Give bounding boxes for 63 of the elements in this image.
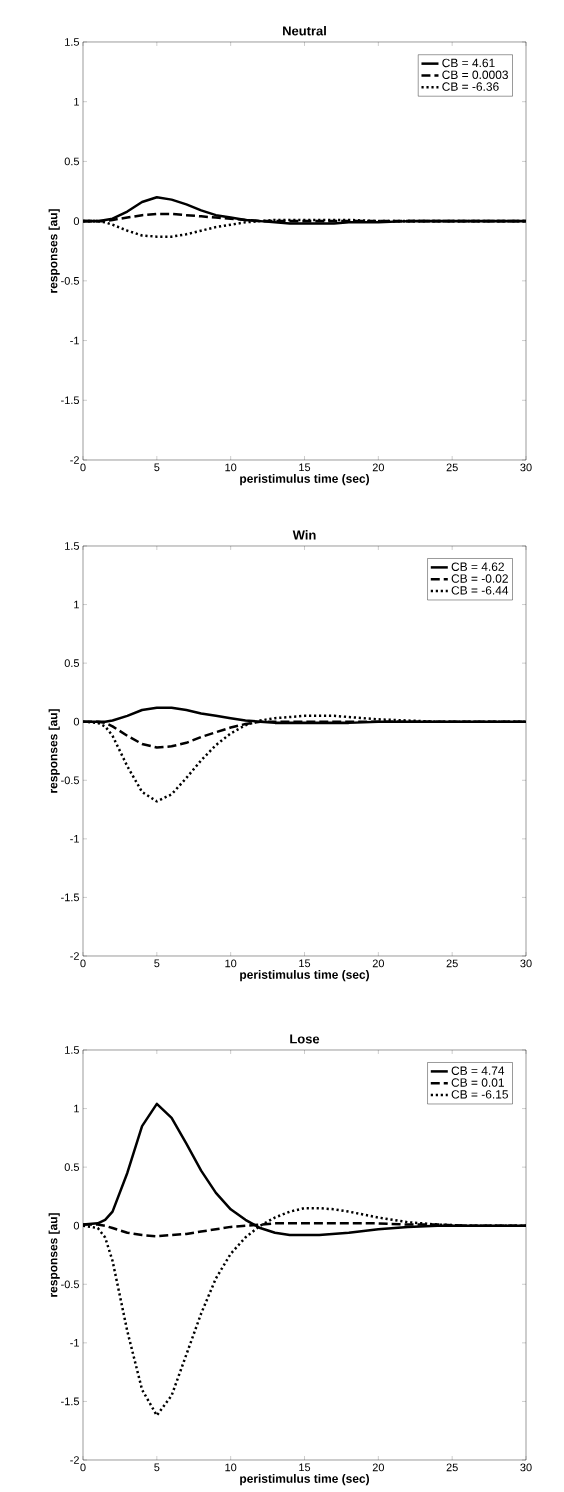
y-tick-label: -1 — [70, 336, 79, 345]
x-tick-label: 30 — [520, 1463, 532, 1472]
y-tick-label: 0.5 — [64, 659, 80, 668]
y-axis-title: responses [au] — [48, 709, 60, 793]
x-tick-label: 5 — [154, 1463, 160, 1472]
x-tick-label: 30 — [520, 463, 532, 472]
x-axis-title: peristimulus time (sec) — [240, 970, 370, 982]
x-tick-label: 25 — [446, 1463, 458, 1472]
x-axis-title: peristimulus time (sec) — [240, 474, 370, 486]
x-tick-label: 15 — [299, 1463, 311, 1472]
y-tick-label: -2 — [70, 456, 79, 464]
y-tick-label: 1 — [74, 600, 79, 609]
x-tick-label: 30 — [520, 959, 532, 968]
x-tick-label: 20 — [372, 463, 384, 472]
y-tick-label: -2 — [70, 1456, 79, 1464]
legend-label: CB = 4.74 — [451, 1066, 505, 1075]
y-axis-title: responses [au] — [48, 1213, 60, 1297]
x-tick-label: 0 — [80, 463, 86, 472]
y-tick-label: -0.5 — [61, 1280, 80, 1289]
x-tick-label: 20 — [372, 1463, 384, 1472]
y-tick-label: -0.5 — [61, 776, 80, 785]
x-tick-label: 10 — [225, 959, 237, 968]
legend-label: CB = 0.0003 — [442, 70, 508, 79]
y-tick-label: 1.5 — [65, 38, 80, 46]
x-tick-label: 20 — [372, 959, 384, 968]
y-tick-label: 0 — [73, 717, 80, 726]
y-tick-label: -0.5 — [61, 276, 80, 285]
y-tick-label: 0.5 — [64, 1163, 80, 1172]
chart-title: Win — [292, 530, 316, 540]
y-tick-label: 0.5 — [64, 157, 80, 166]
x-axis-title: peristimulus time (sec) — [240, 1474, 370, 1486]
y-tick-label: -1.5 — [61, 1397, 80, 1406]
x-tick-label: 25 — [446, 463, 458, 472]
y-tick-label: 1 — [74, 1104, 79, 1113]
y-axis-title: responses [au] — [48, 209, 60, 293]
legend-label: CB = -6.36 — [442, 82, 499, 91]
x-tick-label: 15 — [299, 463, 311, 472]
legend-label: CB = -6.44 — [451, 586, 509, 595]
chart-title: Neutral — [283, 25, 326, 36]
x-tick-label: 5 — [154, 959, 160, 968]
x-tick-label: 10 — [225, 1463, 237, 1472]
y-tick-label: -1 — [70, 835, 79, 843]
legend-label: CB = -0.02 — [451, 574, 508, 583]
x-tick-label: 25 — [446, 959, 458, 968]
y-tick-label: -1 — [70, 1339, 79, 1347]
x-tick-label: 10 — [225, 463, 237, 472]
y-tick-label: -1.5 — [61, 396, 80, 405]
y-tick-label: 1 — [74, 97, 79, 106]
x-tick-label: 0 — [80, 1463, 86, 1472]
y-tick-label: -1.5 — [61, 893, 80, 902]
legend-label: CB = 4.61 — [442, 58, 495, 68]
legend-label: CB = 4.62 — [451, 562, 504, 571]
y-tick-label: 1.5 — [65, 1046, 80, 1054]
legend-label: CB = 0.01 — [451, 1078, 504, 1087]
legend-label: CB = -6.15 — [451, 1090, 508, 1099]
y-tick-label: 0 — [73, 1221, 80, 1230]
x-tick-label: 0 — [80, 959, 86, 968]
chart-title: Lose — [290, 1034, 320, 1044]
x-tick-label: 5 — [154, 463, 160, 472]
y-tick-label: -2 — [70, 952, 79, 960]
x-tick-label: 15 — [299, 959, 311, 968]
y-tick-label: 1.5 — [65, 542, 80, 550]
y-tick-label: 0 — [73, 217, 80, 226]
